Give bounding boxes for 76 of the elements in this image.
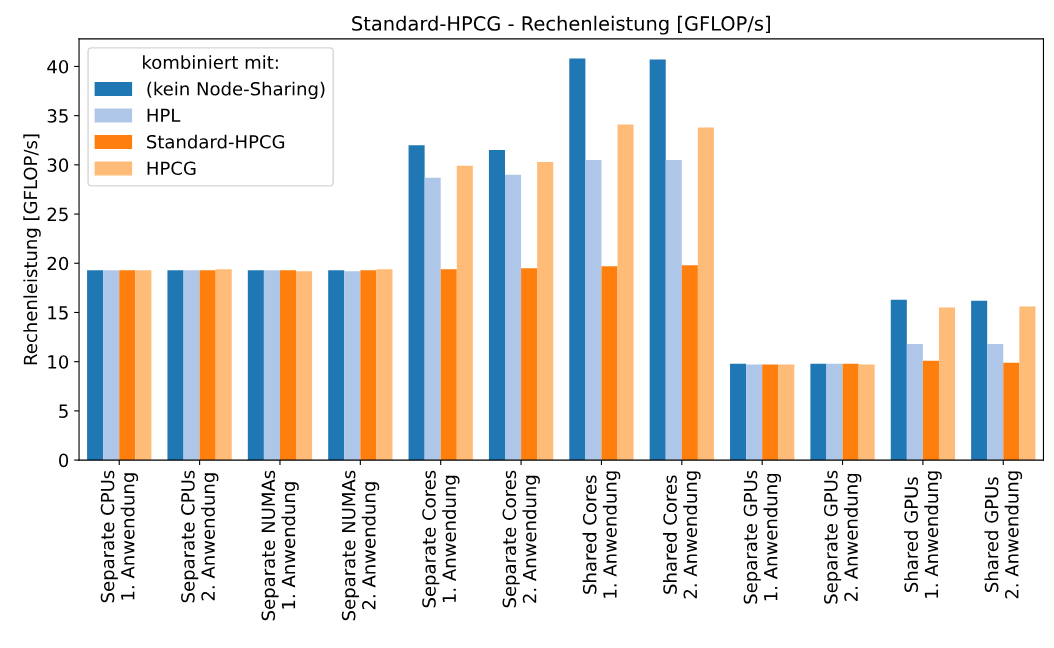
x-tick-label: Separate CPUs 2. Anwendung: [181, 470, 219, 603]
bar: [778, 364, 795, 461]
bar: [87, 270, 104, 461]
bar: [987, 343, 1004, 461]
y-tick-label: 15: [48, 306, 68, 320]
bar: [697, 127, 714, 461]
bar: [376, 269, 393, 461]
bar: [328, 270, 345, 461]
y-tick-label: 35: [47, 109, 68, 123]
bar: [762, 364, 779, 461]
y-axis-title: Rechenleistung [GFLOP/s]: [23, 134, 41, 365]
bar: [971, 300, 988, 461]
y-tick-label: 25: [47, 207, 68, 222]
bar: [1019, 306, 1036, 461]
x-tick-label: Separate CPUs 1. Anwendung: [100, 470, 139, 603]
x-tick-label: Shared Cores 1. Anwendung: [582, 471, 621, 598]
bar: [730, 363, 747, 461]
y-tick-label: 5: [59, 404, 68, 418]
bar: [585, 159, 602, 461]
bar: [681, 265, 698, 461]
bar: [842, 363, 859, 461]
y-tick-label: 30: [47, 158, 69, 172]
x-tick-label: Separate GPUs 1. Anwendung: [743, 470, 782, 604]
x-tick-label: Separate Cores 2. Anwendung: [502, 470, 540, 608]
bar: [440, 269, 457, 461]
bar: [858, 364, 875, 461]
bar: [569, 58, 586, 461]
legend-label: HPCG: [147, 161, 196, 176]
bar: [617, 124, 634, 461]
y-tick-label: 20: [47, 256, 69, 271]
x-tick-label: Separate Cores 1. Anwendung: [422, 470, 460, 608]
bar: [746, 364, 763, 461]
bar: [247, 270, 264, 461]
bar: [890, 299, 907, 461]
bar: [922, 360, 939, 461]
bar: [537, 161, 554, 461]
bar: [938, 307, 956, 461]
bar: [408, 145, 425, 461]
bar: [456, 165, 473, 461]
y-tick-label: 10: [48, 355, 69, 369]
bar: [103, 270, 120, 461]
y-tick-label: 0: [59, 453, 69, 468]
bar: [665, 159, 682, 461]
bar: [810, 363, 827, 461]
bar: [263, 270, 280, 461]
chart-title: Standard-HPCG - Rechenleistung [GFLOP/s]: [352, 15, 770, 35]
x-tick-label: Shared GPUs 1. Anwendung: [904, 471, 942, 598]
bar: [279, 270, 297, 461]
bar: [344, 271, 361, 461]
bar: [1003, 362, 1020, 461]
bar: [649, 59, 666, 461]
x-tick-label: Separate NUMAs 2. Anwendung: [341, 470, 380, 621]
x-tick-label: Shared Cores 2. Anwendung: [662, 471, 701, 599]
legend-label: Standard-HPCG: [147, 134, 285, 149]
bar: [906, 343, 923, 461]
bar: [167, 270, 184, 461]
legend-label: HPL: [147, 108, 181, 122]
legend-label: (kein Node-Sharing): [147, 81, 325, 100]
x-tick-label: Separate GPUs 2. Anwendung: [824, 470, 862, 604]
bar: [183, 270, 200, 461]
legend-title: kombiniert mit:: [143, 55, 278, 70]
bar: [521, 268, 538, 461]
y-tick-label: 40: [47, 59, 69, 74]
bar: [424, 177, 441, 461]
bar: [199, 270, 216, 461]
bar: [135, 270, 152, 461]
bar: [505, 174, 522, 461]
bar: [488, 150, 505, 461]
bar: [215, 269, 232, 461]
bar: [601, 266, 618, 461]
x-tick-label: Shared GPUs 2. Anwendung: [984, 471, 1023, 599]
x-tick-label: Separate NUMAs 1. Anwendung: [261, 470, 299, 621]
bar: [119, 270, 136, 461]
bar: [296, 271, 313, 461]
bar: [360, 270, 377, 461]
bar: [826, 363, 843, 461]
